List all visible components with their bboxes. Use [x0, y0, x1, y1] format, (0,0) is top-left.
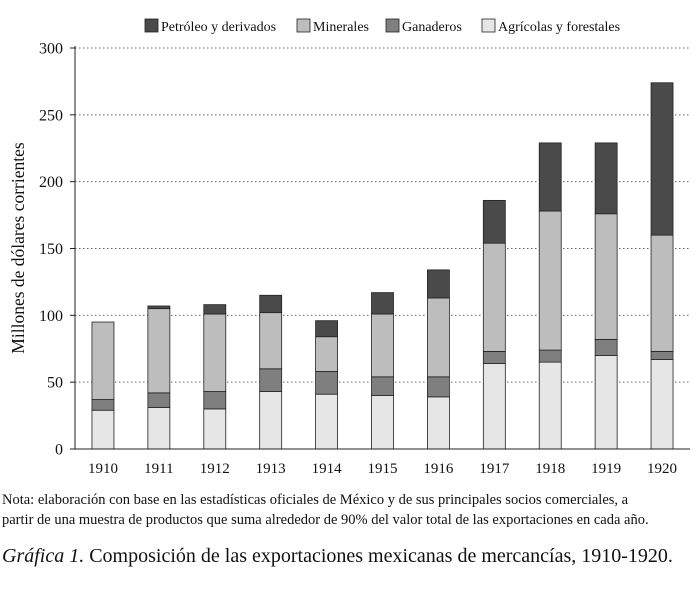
legend: Petróleo y derivados Minerales Ganaderos Ag… — [144, 18, 620, 35]
legend-label: Ganaderos — [402, 20, 462, 35]
x-tick-label: 1912 — [200, 461, 230, 477]
y-axis-label: Millones de dólares corrientes — [8, 142, 28, 354]
y-tick-label: 0 — [55, 442, 63, 459]
bar-segment — [482, 363, 506, 450]
x-tick-label: 1918 — [535, 461, 565, 477]
bar-segment — [203, 391, 227, 410]
caption-label: Gráfica 1. — [2, 545, 85, 567]
legend-swatch — [144, 18, 159, 33]
bar-segment — [594, 338, 618, 356]
bar-segment — [91, 321, 115, 400]
x-tick-label: 1914 — [312, 461, 343, 477]
bar-segment — [650, 359, 674, 450]
bar-segment — [427, 269, 450, 299]
x-axis-ticks: 1910 1911 1912 1913 1914 1915 1916 1917 1918 1919… — [88, 461, 677, 477]
legend-item: Petróleo y derivados — [144, 18, 276, 35]
bar-segment — [259, 368, 283, 392]
x-tick-label: 1915 — [368, 461, 398, 477]
bars — [91, 82, 674, 450]
gridlines — [75, 47, 690, 383]
y-tick-label: 150 — [39, 241, 63, 258]
bar-segment — [482, 199, 506, 244]
bar-segment — [147, 407, 171, 450]
bar-segment — [147, 392, 171, 408]
y-tick-label: 50 — [47, 375, 63, 392]
y-tick-label: 200 — [39, 174, 63, 191]
x-tick-label: 1919 — [591, 461, 621, 477]
axes — [74, 46, 690, 450]
y-tick-label: 100 — [39, 308, 63, 325]
bar-segment — [427, 376, 450, 398]
bar-segment — [259, 294, 283, 314]
bar-segment — [650, 351, 674, 360]
bar-segment — [203, 408, 227, 450]
legend-label: Agrícolas y forestales — [498, 20, 620, 35]
x-tick-label: 1911 — [144, 461, 173, 477]
note-line-2: partir de una muestra de productos que s… — [2, 512, 649, 528]
bar-segment — [91, 399, 115, 411]
bar-segment — [427, 297, 450, 378]
note-line-1: Nota: elaboración con base en las estadí… — [2, 492, 629, 508]
bar-segment — [315, 393, 338, 450]
chart-note: Nota: elaboración con base en las estadí… — [2, 490, 700, 530]
bar-segment — [371, 292, 394, 315]
legend-label: Minerales — [313, 20, 369, 35]
bar-segment — [147, 305, 171, 310]
figure-caption: Gráfica 1. Composición de las exportacio… — [2, 545, 673, 568]
bar-segment — [371, 313, 394, 378]
bar-segment — [650, 82, 674, 236]
bar-segment — [315, 336, 338, 372]
bar-segment — [650, 234, 674, 352]
x-tick-label: 1917 — [479, 461, 510, 477]
legend-swatch — [296, 18, 311, 33]
bar-segment — [482, 242, 506, 352]
bar-segment — [594, 213, 618, 340]
bar-segment — [147, 308, 171, 394]
bar-segment — [203, 304, 227, 315]
caption-text: Composición de las exportaciones mexican… — [84, 545, 673, 567]
bar-segment — [91, 409, 115, 450]
x-tick-label: 1916 — [423, 461, 454, 477]
bar-segment — [538, 210, 562, 351]
legend-label: Petróleo y derivados — [161, 20, 276, 35]
x-tick-label: 1913 — [256, 461, 286, 477]
bar-segment — [594, 142, 618, 215]
y-tick-label: 250 — [39, 107, 63, 124]
legend-swatch — [385, 18, 400, 33]
legend-item: Ganaderos — [385, 18, 462, 35]
bar-segment — [315, 320, 338, 338]
legend-item: Minerales — [296, 18, 369, 35]
bar-segment — [259, 312, 283, 370]
legend-swatch — [481, 18, 496, 33]
bar-segment — [259, 391, 283, 450]
bar-segment — [371, 376, 394, 396]
bar-segment — [315, 371, 338, 395]
x-tick-label: 1910 — [88, 461, 118, 477]
legend-item: Agrícolas y forestales — [481, 18, 620, 35]
bar-segment — [594, 355, 618, 450]
bar-segment — [427, 396, 450, 450]
bar-segment — [203, 313, 227, 392]
y-axis-ticks: 0 50 100 150 200 250 300 — [39, 41, 75, 459]
bar-segment — [371, 395, 394, 450]
x-tick-label: 1920 — [647, 461, 677, 477]
bar-segment — [538, 142, 562, 212]
bar-segment — [482, 351, 506, 364]
bar-segment — [538, 349, 562, 363]
bar-segment — [538, 361, 562, 450]
y-tick-label: 300 — [39, 41, 63, 58]
